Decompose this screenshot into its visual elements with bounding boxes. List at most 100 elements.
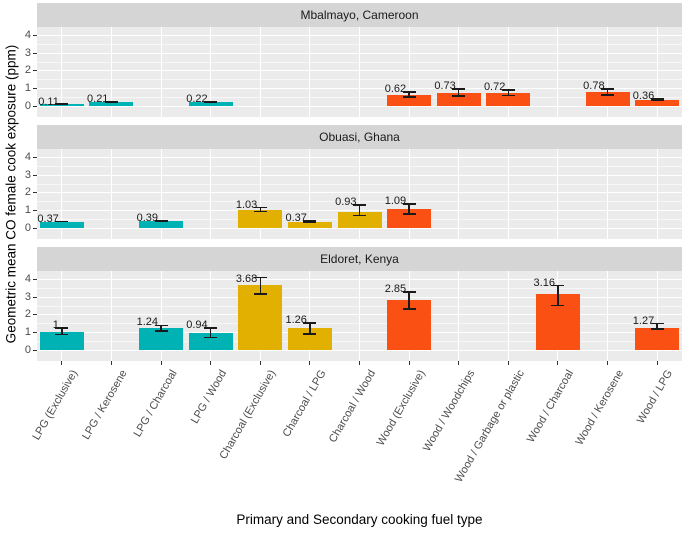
errorbar-charcoal-exclusive — [253, 276, 267, 295]
bar-value-label: 1.09 — [384, 195, 407, 208]
bar-value-label: 0.62 — [384, 83, 407, 96]
gridline-major — [37, 279, 682, 281]
y-tick-mark — [33, 227, 37, 229]
bar-wood-lpg — [635, 99, 680, 106]
bar-value-label: 0.78 — [583, 80, 605, 93]
gridline-major — [37, 349, 682, 351]
errorbar-cap-bottom — [104, 101, 118, 104]
gridline-major — [37, 296, 682, 298]
x-tick-mark — [61, 361, 63, 365]
facet-strip-label: Mbalmayo, Cameroon — [300, 8, 419, 22]
errorbar-cap-bottom — [303, 221, 317, 223]
x-tick-label-wood-kerosene: Wood / Kerosene — [573, 368, 626, 448]
bar-value-label: 0.36 — [632, 90, 655, 103]
errorbar-cap-bottom — [253, 210, 267, 213]
errorbar-lpg-wood — [204, 327, 218, 339]
errorbar-cap-top — [353, 204, 366, 206]
gridline-vertical — [259, 149, 261, 239]
y-tick-label: 3 — [24, 290, 31, 303]
y-tick-mark — [33, 349, 37, 351]
gridline-vertical — [607, 271, 609, 361]
errorbar-cap-top — [253, 206, 267, 209]
gridline-vertical — [507, 27, 509, 117]
errorbar-wood-lpg — [650, 98, 664, 101]
errorbar-line — [61, 327, 63, 336]
gridline-vertical — [458, 149, 460, 239]
errorbar-cap-bottom — [55, 220, 69, 223]
errorbar-line — [160, 324, 162, 332]
errorbar-wood-kerosene — [601, 88, 615, 96]
gridline-minor — [37, 201, 682, 203]
x-tick-label-lpg-charcoal: LPG / Charcoal — [131, 368, 180, 440]
x-tick-mark — [160, 361, 162, 365]
gridline-minor — [37, 305, 682, 307]
gridline-vertical — [359, 149, 360, 239]
bar-value-label: 0.21 — [87, 93, 109, 106]
x-tick-mark — [210, 361, 212, 365]
x-tick-label-lpg-exclusive: LPG (Exclusive) — [30, 368, 81, 443]
errorbar-cap-top — [402, 91, 416, 93]
errorbar-line — [259, 276, 262, 295]
bar-charcoal-lpg — [287, 327, 332, 350]
x-tick-mark — [656, 361, 658, 365]
gridline-minor — [37, 323, 682, 325]
y-tick-label: 0 — [24, 99, 31, 112]
x-tick-mark — [309, 361, 311, 365]
errorbar-cap-bottom — [353, 214, 366, 217]
errorbar-line — [408, 291, 410, 310]
bar-wood-woodchips — [436, 93, 481, 106]
errorbar-cap-top — [601, 88, 615, 90]
y-tick-mark — [33, 314, 37, 316]
y-tick-label: 1 — [24, 325, 31, 338]
y-tick-label: 2 — [24, 308, 31, 321]
gridline-vertical — [359, 27, 360, 117]
x-tick-label-charcoal-wood: Charcoal / Wood — [326, 368, 378, 445]
errorbar-cap-top — [402, 291, 416, 293]
gridline-major — [37, 314, 682, 316]
facet-strip-label: Obuasi, Ghana — [319, 130, 400, 144]
gridline-vertical — [557, 27, 559, 117]
gridline-vertical — [210, 27, 212, 117]
bar-charcoal-wood — [337, 211, 382, 228]
gridline-vertical — [458, 27, 460, 117]
bar-lpg-kerosene — [89, 102, 134, 106]
gridline-major — [37, 174, 682, 176]
bar-charcoal-lpg — [287, 221, 332, 228]
y-tick-mark — [33, 105, 37, 107]
errorbar-cap-bottom — [253, 293, 267, 295]
bar-wood-lpg — [635, 327, 680, 350]
gridline-vertical — [259, 27, 261, 117]
bar-value-label: 0.73 — [434, 80, 456, 93]
bar-value-label: 0.39 — [136, 212, 159, 225]
errorbar-cap-top — [501, 89, 515, 91]
x-tick-mark — [458, 361, 460, 365]
gridline-major — [37, 157, 682, 159]
gridline-minor — [37, 165, 682, 167]
errorbar-line — [557, 284, 559, 306]
gridline-major — [37, 227, 682, 229]
gridline-minor — [37, 61, 682, 63]
gridline-vertical — [408, 27, 410, 117]
errorbar-cap-bottom — [402, 308, 416, 310]
y-tick-mark — [33, 157, 37, 159]
errorbar-cap-bottom — [402, 213, 416, 215]
errorbar-cap-bottom — [55, 333, 69, 336]
gridline-minor — [37, 340, 682, 342]
x-tick-mark — [259, 361, 261, 365]
bar-value-label: 1.26 — [285, 314, 307, 327]
errorbar-charcoal-wood — [353, 204, 366, 217]
facet-strip-obuasi-ghana: Obuasi, Ghana — [37, 125, 682, 149]
errorbar-lpg-charcoal — [154, 220, 168, 223]
bar-wood-garbage-or-plastic — [486, 93, 531, 106]
errorbar-cap-top — [253, 276, 267, 279]
gridline-major — [37, 52, 682, 54]
y-tick-mark — [33, 296, 37, 298]
gridline-minor — [37, 43, 682, 45]
x-tick-mark — [607, 361, 609, 365]
gridline-vertical — [607, 149, 609, 239]
x-tick-label-charcoal-lpg: Charcoal / LPG — [280, 368, 329, 440]
errorbar-lpg-charcoal — [154, 324, 168, 332]
bar-lpg-wood — [188, 333, 233, 350]
bar-value-label: 0.37 — [37, 212, 59, 225]
y-tick-mark — [33, 174, 37, 176]
